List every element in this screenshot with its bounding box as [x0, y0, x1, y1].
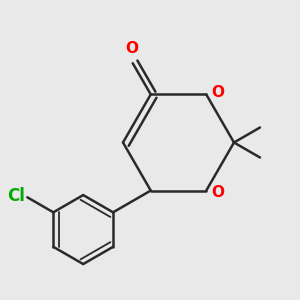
Text: Cl: Cl: [7, 187, 25, 205]
Text: O: O: [125, 41, 138, 56]
Text: O: O: [212, 184, 225, 200]
Text: O: O: [212, 85, 225, 100]
